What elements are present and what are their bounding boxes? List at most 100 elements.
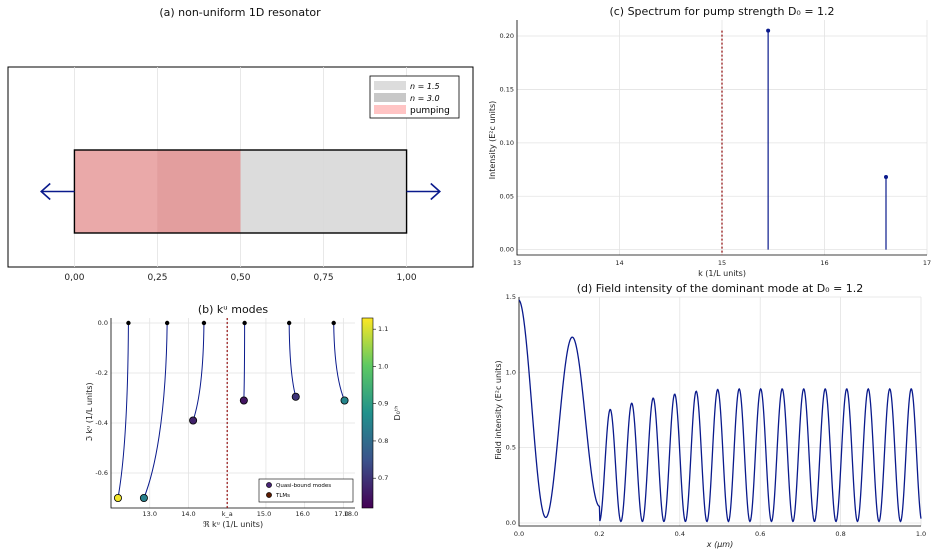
pumping-overlay [157,150,241,233]
x-tick-label-ka: k_a [222,510,233,518]
colorbar-label: D₀ᵗʰ [393,406,402,421]
panel-c-xlabel: k (1/L units) [698,269,746,278]
colorbar-tick-label: 1.1 [378,325,388,333]
colorbar-tick-label: 0.8 [378,437,388,445]
x-tick-label: 16 [820,259,828,267]
tlm-point-4 [242,320,247,326]
resonator-region-1 [74,150,241,233]
panel-d-ylabel: Field intensity (E²c units) [494,360,503,459]
x-tick-label: 0.8 [835,530,845,538]
colorbar-tick-label: 1.0 [378,362,388,370]
colorbar-tick-label: 0.7 [378,474,388,482]
tlm-point-3 [201,320,207,326]
x-tick-label: 15.0 [257,510,271,518]
x-tick-label: 0.2 [594,530,604,538]
tlm-point-5 [286,320,292,326]
mode-trajectory-6 [333,322,346,401]
legend-frame [258,478,354,503]
x-tick-label: 17 [923,259,931,267]
y-tick-label: -0.4 [95,419,108,427]
y-tick-label: 0.5 [506,444,516,452]
y-tick-label: 0.0 [98,319,108,327]
x-tick-label: 0.4 [675,530,685,538]
legend-marker-tlms [266,492,272,498]
legend-label-pumping: pumping [410,106,450,116]
panel-d-title: (d) Field intensity of the dominant mode… [577,282,864,295]
legend-swatch-n15 [374,81,406,90]
legend-swatch-n30 [374,93,406,102]
x-tick-label: 14 [615,259,623,267]
y-tick-label: -0.2 [95,369,108,377]
panel-c-title: (c) Spectrum for pump strength D₀ = 1.2 [609,5,834,18]
legend-label-tlms: TLMs [275,493,290,499]
panel-b-ylabel: ℑ kᵘ (1/L units) [85,382,94,441]
x-tick-label: 17.0 [334,510,348,518]
y-tick-label: 0.0 [506,519,516,527]
axes-frame [516,20,927,256]
quasi-bound-mode-2 [139,493,148,502]
panel-c: (c) Spectrum for pump strength D₀ = 1.2 … [488,5,931,278]
legend-marker-quasi-bound [266,482,272,488]
y-tick-label: 1.5 [506,293,516,301]
stem-point-2 [884,175,888,180]
x-tick-label: 0,00 [64,273,84,283]
quasi-bound-mode-4 [239,396,248,405]
panel-a: (a) non-uniform 1D resonator 0,00 0,25 0,5… [7,6,474,283]
panel-b-title: (b) kᵘ modes [198,303,269,316]
right-arrow-head [430,182,441,201]
colorbar: 0.7 0.8 0.9 1.0 1.1 D₀ᵗʰ [361,317,402,509]
mode-trajectory-2 [143,322,168,499]
y-tick-label: -0.6 [95,469,108,477]
left-arrow-head [40,182,51,201]
mode-trajectory-5 [288,322,297,397]
resonator-region-2 [240,150,407,233]
field-intensity-curve [518,299,922,523]
x-tick-label: 13.0 [142,510,156,518]
panel-d-xlabel: x (μm) [706,540,733,549]
y-tick-label: 1.0 [506,368,516,376]
tlm-point-6 [331,320,336,326]
axes-frame [518,297,921,527]
panel-b: (b) kᵘ modes 13.0 14.0 k_a 15.0 16.0 17.018.0… [85,303,402,529]
panel-b-legend: Quasi-bound modes TLMs [258,478,354,503]
stem-point-1 [766,28,771,33]
x-tick-label: 14.0 [181,510,195,518]
x-tick-label: 18.0 [344,510,358,518]
tlm-point-1 [126,320,131,326]
x-tick-label: 0,50 [230,273,250,283]
colorbar-tick-label: 0.9 [378,400,388,408]
x-tick-label: 1.0 [916,530,926,538]
x-tick-label: 15 [718,259,726,267]
mode-trajectory-1 [117,322,129,499]
y-tick-label: 0.00 [500,246,514,254]
x-tick-label: 1,00 [397,273,417,283]
panel-c-ylabel: Intensity (E²c units) [488,101,497,179]
panel-a-legend: n = 1.5 n = 3.0 pumping [369,75,460,119]
panel-b-xlabel: ℜ kᵘ (1/L units) [203,520,263,529]
x-tick-label: 16.0 [295,510,309,518]
tlm-point-2 [164,320,170,326]
x-tick-label: 0,25 [147,273,167,283]
mode-trajectory-3 [192,322,205,421]
legend-label-quasi-bound: Quasi-bound modes [276,483,331,489]
colorbar-gradient [361,317,374,509]
y-tick-label: 0.20 [500,32,514,40]
y-tick-label: 0.05 [500,192,514,200]
y-tick-label: 0.10 [500,139,514,147]
x-tick-label: 0,75 [314,273,334,283]
quasi-bound-mode-6 [340,396,349,405]
mode-trajectory-4 [243,322,246,401]
legend-label-n30: n = 3.0 [410,94,440,103]
quasi-bound-mode-1 [113,493,122,502]
x-tick-label: 0.6 [755,530,765,538]
legend-label-n15: n = 1.5 [410,82,440,91]
quasi-bound-mode-3 [189,416,198,425]
x-tick-label: 13 [513,259,521,267]
x-tick-label: 0.0 [514,530,524,538]
panel-d: (d) Field intensity of the dominant mode… [494,282,926,549]
legend-swatch-pumping [374,105,406,114]
panel-a-title: (a) non-uniform 1D resonator [159,6,321,19]
axes-frame [110,318,355,509]
quasi-bound-mode-5 [291,392,300,401]
